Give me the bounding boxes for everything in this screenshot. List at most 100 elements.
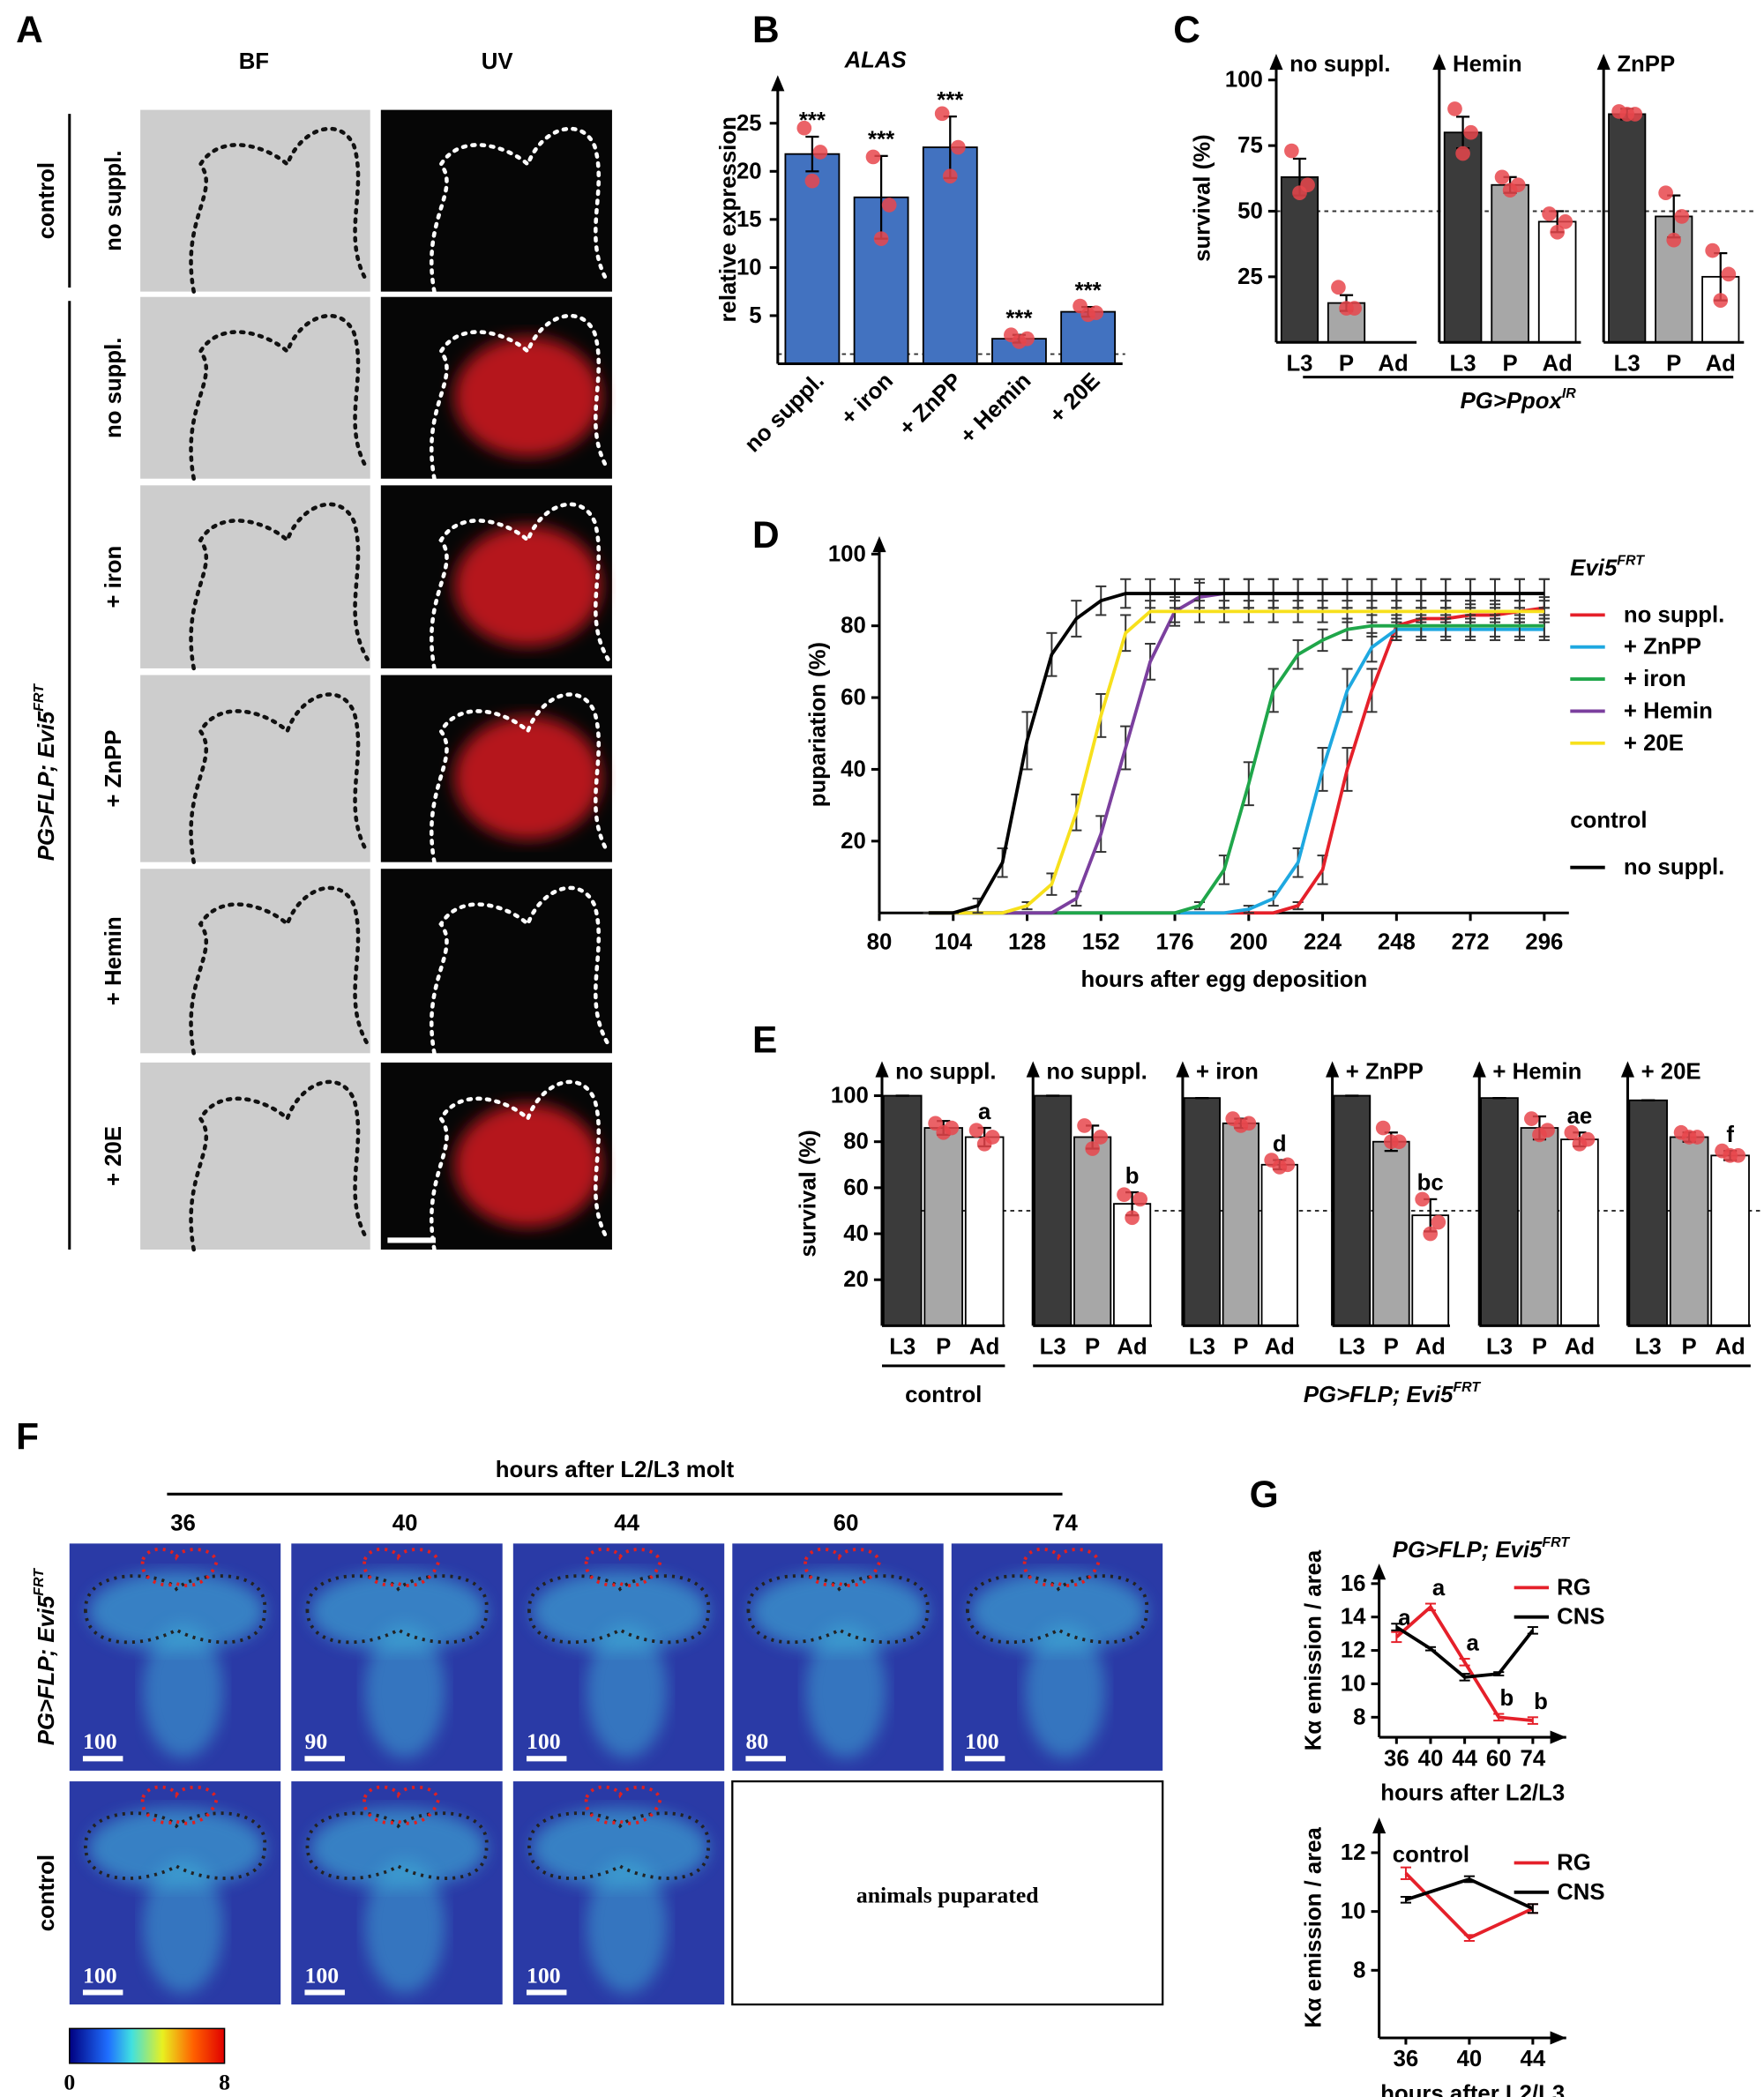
replicate-point	[934, 106, 950, 122]
replicate-point	[1447, 101, 1462, 116]
signal	[88, 1808, 265, 1889]
row-label: no suppl.	[101, 150, 126, 250]
replicate-point	[1524, 1111, 1539, 1126]
x-tick-label: L3	[1486, 1335, 1513, 1360]
significance: b	[1125, 1164, 1140, 1189]
x-tick-label: P	[1233, 1335, 1248, 1360]
axis-arrow	[1269, 53, 1283, 71]
replicate-point	[1674, 209, 1690, 224]
replicate-point	[804, 173, 820, 189]
axis-label: hours after L2/L3 molt	[496, 1458, 735, 1482]
y-tick-label: 25	[736, 111, 762, 136]
replicate-point	[1284, 143, 1299, 159]
group-label: PG>PpoxIR	[1461, 386, 1577, 414]
replicate-point	[873, 231, 889, 246]
facet-title: no suppl.	[1289, 52, 1390, 77]
bar	[923, 1127, 963, 1327]
time-label: 74	[1052, 1511, 1078, 1536]
cns-outline	[305, 1811, 489, 1880]
y-tick-label: 80	[841, 614, 866, 638]
axis-arrow	[872, 535, 886, 553]
rg-outline	[1022, 1547, 1101, 1587]
x-tick-label: L3	[1189, 1335, 1215, 1360]
column-header: UV	[482, 49, 513, 74]
group-label: control	[905, 1383, 982, 1407]
signal	[970, 1571, 1147, 1653]
bar	[1710, 1154, 1750, 1327]
row-label: + ZnPP	[101, 730, 126, 808]
replicate-point	[968, 1123, 984, 1138]
bar	[1073, 1136, 1112, 1327]
row-label: PG>FLP; Evi5FRT	[32, 1568, 59, 1746]
series-line	[1395, 1604, 1534, 1723]
x-tick-label: P	[1339, 351, 1354, 376]
replicate-point	[1080, 307, 1095, 323]
replicate-point	[1564, 1124, 1580, 1140]
x-tick-label: 36	[1384, 1746, 1409, 1771]
brightfield-image	[140, 675, 370, 862]
facet-title: + ZnPP	[1346, 1060, 1424, 1085]
y-tick-label: 14	[1341, 1605, 1366, 1630]
signal	[532, 1808, 709, 1889]
bar	[1628, 1099, 1668, 1327]
axis-arrow	[875, 1061, 889, 1078]
legend-label: + iron	[1624, 667, 1686, 691]
y-tick-label: 75	[1237, 133, 1263, 158]
bar	[964, 1136, 1005, 1327]
x-tick-label: Ad	[1706, 351, 1736, 376]
replicate-point	[1383, 1134, 1399, 1150]
group-label-sup: IR	[1562, 386, 1576, 401]
x-tick-label: 60	[1486, 1746, 1512, 1771]
series-line	[928, 592, 1544, 915]
significance: a	[1432, 1576, 1446, 1601]
replicate-point	[1658, 185, 1673, 200]
empty-note: animals puparated	[856, 1882, 1039, 1907]
x-tick-label: 272	[1452, 930, 1490, 955]
fluorescence	[454, 526, 602, 647]
bar	[1280, 175, 1319, 344]
scale-label: 90	[304, 1728, 327, 1754]
significance: b	[1534, 1690, 1548, 1714]
scale-label: 100	[965, 1728, 999, 1754]
x-tick-label: L3	[1286, 351, 1312, 376]
panel-label: E	[752, 1019, 777, 1061]
scale-label: 100	[304, 1962, 339, 1988]
y-tick-label: 20	[841, 829, 866, 854]
y-tick-label: 100	[1225, 68, 1263, 93]
replicate-point	[1093, 1130, 1109, 1145]
brightfield-image	[140, 109, 370, 292]
chart-title-sup: FRT	[1542, 1535, 1570, 1550]
facet-title: Hemin	[1453, 52, 1522, 77]
y-tick-label: 16	[1341, 1571, 1366, 1596]
x-tick-label: 224	[1304, 930, 1342, 955]
x-axis-label: hours after L2/L3	[1380, 1781, 1565, 1806]
replicate-point	[1292, 185, 1307, 200]
replicate-point	[1723, 1148, 1738, 1163]
bar	[1372, 1140, 1410, 1327]
replicate-point	[1272, 1160, 1288, 1175]
rg-outline	[584, 1785, 662, 1825]
y-tick-label: 20	[843, 1267, 869, 1292]
y-axis-label: survival (%)	[796, 1130, 821, 1257]
signal	[805, 1624, 886, 1758]
y-tick-label: 5	[749, 303, 761, 328]
rg-outline	[140, 1785, 219, 1825]
replicate-point	[1415, 1191, 1430, 1207]
panel-label: F	[16, 1416, 39, 1458]
y-axis-label: survival (%)	[1191, 134, 1215, 262]
axis-arrow	[1472, 1061, 1486, 1078]
group-label-main: PG>FLP; Evi5	[34, 711, 59, 861]
panel-label: D	[752, 514, 780, 556]
bar	[1443, 131, 1483, 344]
replicate-point	[1233, 1118, 1249, 1133]
replicate-point	[1125, 1210, 1140, 1226]
x-tick-label: 44	[1521, 2047, 1546, 2071]
x-tick-label: 128	[1008, 930, 1046, 955]
x-tick-label: P	[1666, 351, 1681, 376]
rg-outline	[140, 1547, 219, 1587]
time-label: 60	[833, 1511, 859, 1536]
y-tick-label: 40	[843, 1221, 869, 1246]
time-label: 36	[170, 1511, 196, 1536]
tissue-outline	[189, 313, 370, 481]
group-label-sup: FRT	[32, 683, 47, 712]
